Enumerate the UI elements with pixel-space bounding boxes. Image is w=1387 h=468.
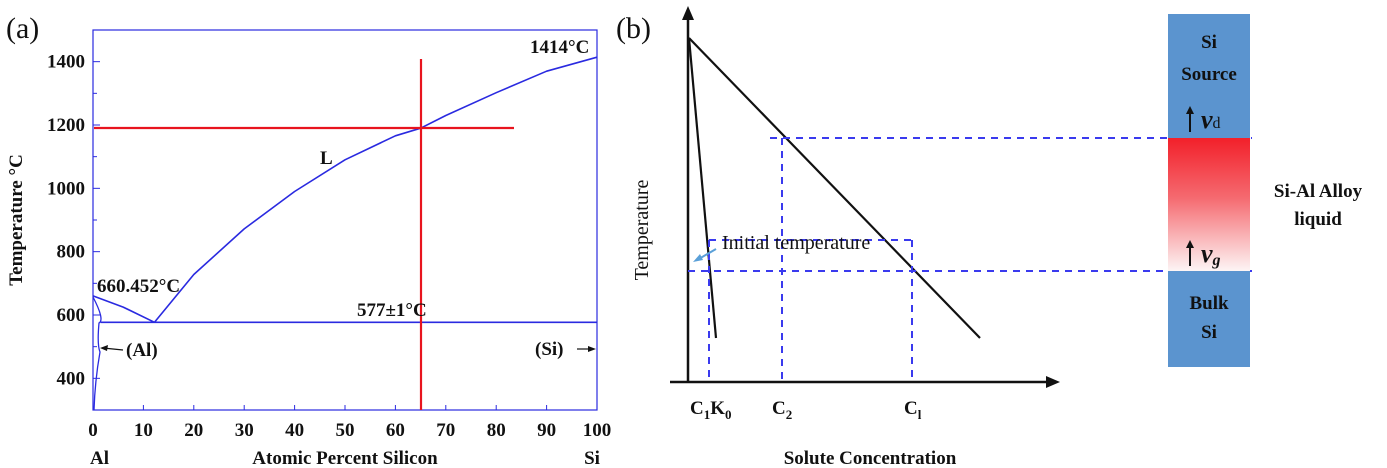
panel-b-label: (b)	[616, 12, 651, 45]
bulk-si-block	[1168, 271, 1250, 367]
vg-arrowhead	[1186, 240, 1194, 248]
al-melting-point-label: 660.452°C	[97, 276, 180, 297]
dashed-guides	[688, 137, 1252, 382]
si-source-block	[1168, 14, 1250, 138]
x-tick-label: 50	[336, 420, 355, 441]
x-tick-label: 70	[436, 420, 455, 441]
si-phase-arrowhead	[588, 346, 596, 352]
tick-c2: C2	[772, 398, 792, 422]
initial-temperature-arrowhead	[693, 254, 703, 262]
y-tick-label: 1400	[47, 52, 85, 73]
x-tick-label: 80	[487, 420, 506, 441]
panel-a: (a) 0 10 20 30 40 50 60 70 80 90 100 400 600 800 1000 1…	[6, 12, 611, 468]
panel-b: (b) Initial temperature Temperature Solu…	[616, 6, 1252, 468]
vg-label: vg	[1201, 239, 1221, 269]
liquid-region-label: L	[320, 148, 333, 169]
solidus-line	[687, 37, 718, 339]
axis-ticks: 0 10 20 30 40 50 60 70 80 90 100 400 600 800 1000 1200 1…	[47, 29, 612, 441]
alloy-liquid-block	[1168, 138, 1250, 271]
alloy-label-line2: liquid	[1294, 209, 1342, 230]
growth-column: Si Source Bulk Si Si-Al Alloy liquid vd …	[1168, 14, 1363, 367]
bulk-si-line1: Bulk	[1189, 293, 1229, 314]
y-axis-label-b: Temperature	[631, 179, 653, 280]
al-solvus-line	[92, 296, 102, 411]
bulk-si-line2: Si	[1201, 322, 1217, 343]
x-tick-label: 30	[235, 420, 254, 441]
x-right-element: Si	[584, 448, 600, 468]
phase-lines	[92, 56, 598, 324]
x-tick-label: 0	[88, 420, 98, 441]
x-tick-label: 10	[134, 420, 153, 441]
vd-arrowhead	[1186, 106, 1194, 114]
tick-c1k0: C1K0	[690, 398, 732, 422]
panel-a-label: (a)	[6, 12, 39, 45]
si-source-line1: Si	[1201, 32, 1217, 53]
x-axis-label: Atomic Percent Silicon	[252, 448, 438, 468]
alloy-label-line1: Si-Al Alloy	[1274, 181, 1363, 202]
al-phase-arrowhead	[100, 345, 108, 351]
x-tick-label: 90	[537, 420, 556, 441]
x-axis-arrowhead	[1046, 376, 1060, 388]
y-tick-label: 1200	[47, 115, 85, 136]
si-source-line2: Source	[1181, 64, 1237, 85]
vd-label: vd	[1201, 105, 1221, 134]
series-line-2	[92, 295, 155, 324]
si-phase-label: (Si)	[535, 339, 564, 360]
x-left-element: Al	[90, 448, 109, 468]
y-axis-arrowhead	[682, 6, 694, 20]
x-tick-label: 60	[386, 420, 405, 441]
al-phase-label: (Al)	[126, 340, 158, 361]
eutectic-label: 577±1°C	[357, 300, 427, 321]
series-line-1	[153, 56, 598, 323]
liquidus-line	[688, 37, 981, 339]
y-axis-label: Temperature °C	[6, 154, 27, 286]
y-tick-label: 800	[57, 242, 86, 263]
plot-frame	[92, 29, 598, 411]
y-tick-label: 400	[57, 368, 86, 389]
x-tick-label: 100	[583, 420, 612, 441]
initial-temperature-label: Initial temperature	[722, 232, 870, 254]
y-tick-label: 1000	[47, 178, 85, 199]
x-axis-label-b: Solute Concentration	[784, 448, 957, 468]
tick-cl: Cl	[904, 398, 922, 422]
x-tick-label: 40	[285, 420, 304, 441]
y-tick-label: 600	[57, 305, 86, 326]
si-melting-point-label: 1414°C	[530, 37, 589, 58]
x-tick-label: 20	[184, 420, 203, 441]
